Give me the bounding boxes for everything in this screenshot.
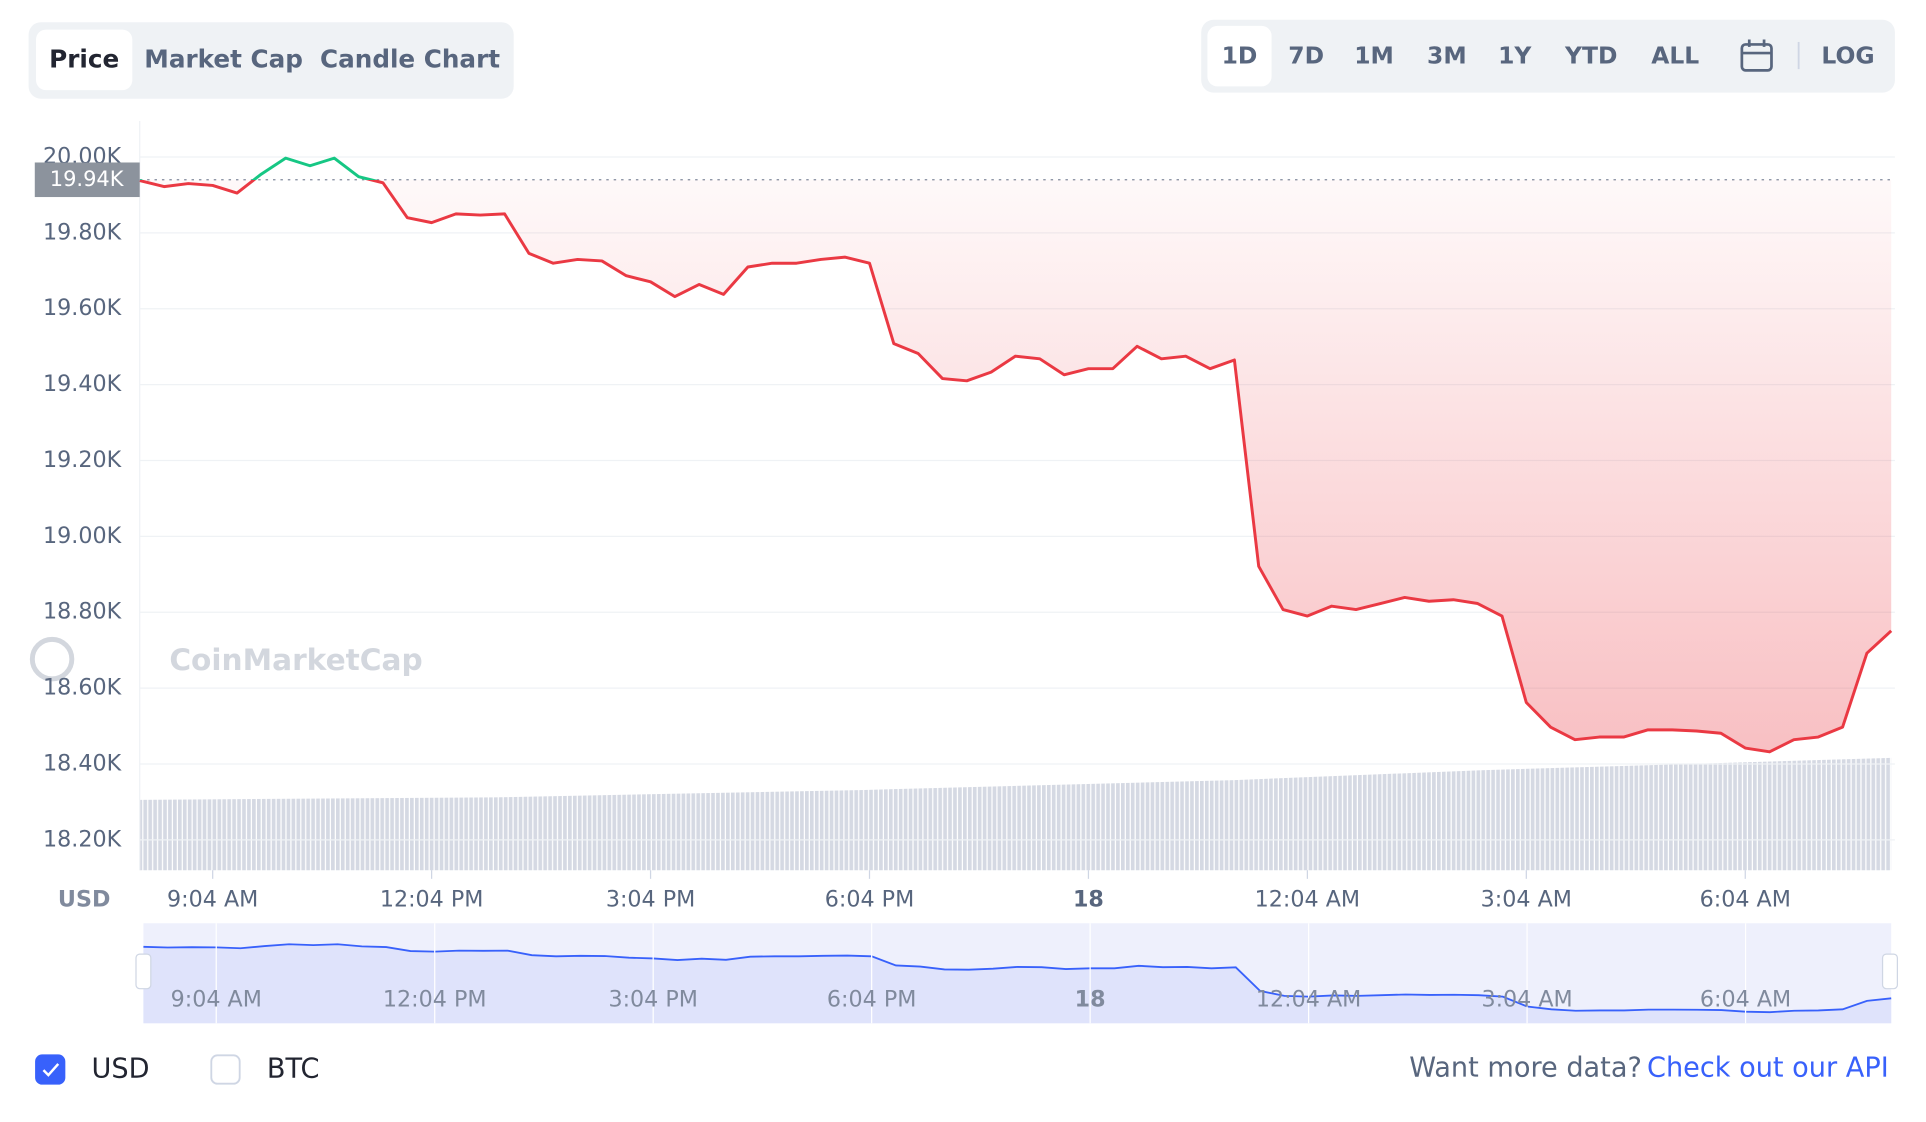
api-prompt: Want more data? (1409, 1052, 1642, 1083)
range-button[interactable]: 7D (1288, 41, 1324, 69)
navigator-tick-label: 12:04 AM (1256, 986, 1361, 1012)
y-tick-label: 19.80K (43, 219, 123, 245)
y-tick-label: 19.40K (43, 371, 123, 397)
range-button[interactable]: 3M (1427, 41, 1467, 69)
navigator-handle[interactable] (1881, 953, 1898, 990)
currency-label[interactable]: BTC (267, 1054, 320, 1085)
tab[interactable]: Price (49, 44, 119, 73)
navigator-area (143, 944, 1892, 1024)
active-tab-bg (36, 29, 133, 91)
tab-bar (28, 22, 514, 99)
navigator-tick-label: 12:04 PM (383, 986, 487, 1012)
y-tick-label: 19.60K (43, 295, 123, 321)
tab[interactable]: Market Cap (144, 44, 303, 73)
checkbox[interactable] (35, 1054, 66, 1085)
price-area (139, 179, 1892, 752)
x-tick-label: 3:04 PM (606, 886, 695, 912)
x-tick-label: 9:04 AM (167, 886, 258, 912)
active-range-bg (1207, 25, 1272, 87)
y-tick-label: 19.00K (43, 523, 123, 549)
y-tick-label: 18.20K (43, 826, 123, 852)
navigator-tick-label: 3:04 AM (1481, 986, 1572, 1012)
navigator-handle[interactable] (135, 953, 152, 990)
x-tick-label: 3:04 AM (1481, 886, 1572, 912)
x-tick-label: 12:04 AM (1255, 886, 1360, 912)
navigator-tick-label: 6:04 AM (1700, 986, 1791, 1012)
navigator-tick-label: 18 (1075, 986, 1106, 1012)
tab[interactable]: Candle Chart (320, 44, 500, 73)
navigator-tick-label: 9:04 AM (171, 986, 262, 1012)
currency-label[interactable]: USD (92, 1054, 150, 1085)
check-mark (42, 1063, 60, 1077)
range-bar (1201, 19, 1895, 93)
price-line (139, 156, 1893, 754)
range-button[interactable]: 1Y (1498, 41, 1532, 69)
watermark-logo (29, 636, 75, 682)
range-button[interactable]: ALL (1651, 41, 1699, 69)
y-axis-label: USD (58, 886, 110, 912)
range-button[interactable]: YTD (1564, 41, 1617, 69)
calendar-icon[interactable] (1740, 39, 1773, 72)
range-button[interactable]: 1D (1222, 41, 1258, 69)
log-button[interactable]: LOG (1821, 41, 1874, 69)
range-button[interactable]: 1M (1354, 41, 1394, 69)
x-tick-label: 6:04 PM (825, 886, 914, 912)
volume-bars (139, 757, 1892, 871)
x-tick-label: 12:04 PM (380, 886, 484, 912)
x-tick-label: 6:04 AM (1700, 886, 1791, 912)
y-tick-label: 18.80K (43, 599, 123, 625)
api-link[interactable]: Check out our API (1647, 1052, 1889, 1083)
y-tick-label: 18.60K (43, 675, 123, 701)
navigator-tick-label: 6:04 PM (827, 986, 916, 1012)
checkbox[interactable] (210, 1054, 241, 1085)
watermark: CoinMarketCap (169, 643, 422, 677)
x-tick-label: 18 (1073, 886, 1104, 912)
y-tick-label: 19.20K (43, 447, 123, 473)
reference-label: 19.94K (50, 167, 125, 191)
reference-label-bg (34, 162, 140, 198)
y-tick-label: 18.40K (43, 750, 123, 776)
navigator-tick-label: 3:04 PM (608, 986, 697, 1012)
